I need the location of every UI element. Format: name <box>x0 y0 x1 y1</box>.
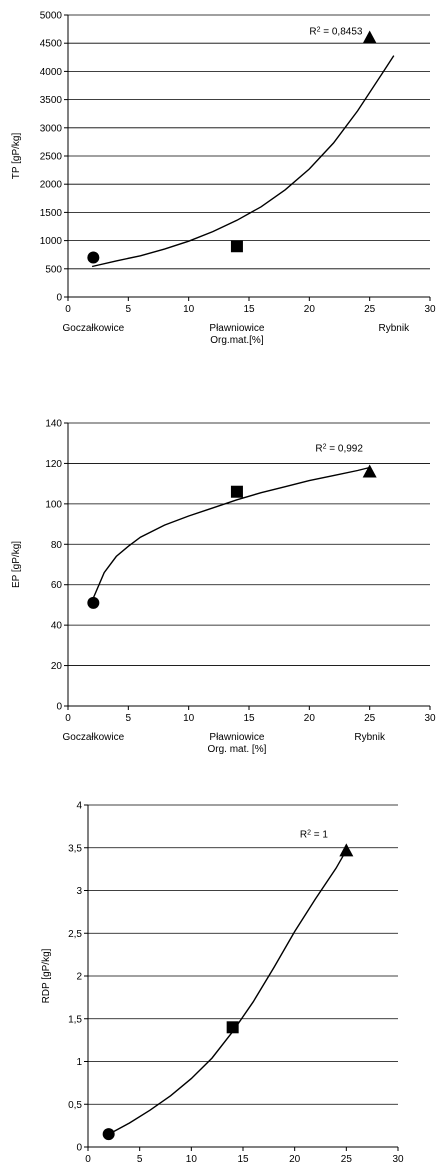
data-point-circle <box>87 596 100 609</box>
x-tick-label: 5 <box>137 1154 143 1165</box>
x-tick-label: 25 <box>364 713 376 724</box>
data-point-circle <box>102 1128 115 1141</box>
chart-2: 0 20 40 60 80 100 120 140 0 5 10 15 20 25 30 EP [gP/kg]… <box>11 419 436 756</box>
y-tick-label: 3 <box>76 886 82 897</box>
y-tick-label: 500 <box>45 264 62 275</box>
r-squared-label: R2 = 0,8453 <box>309 26 363 38</box>
y-tick-label: 2500 <box>40 152 63 163</box>
trendline <box>108 849 347 1135</box>
y-tick-label: 120 <box>45 459 62 470</box>
y-tick-label: 5000 <box>40 11 63 22</box>
y-tick-label: 3,5 <box>68 843 82 854</box>
x-tick-label: 25 <box>364 304 376 315</box>
chart-1: 0 500 1000 1500 2000 2500 3000 3500 4000 4500 5000… <box>11 11 436 347</box>
y-tick-label: 20 <box>51 661 63 672</box>
x-tick-label: 20 <box>289 1154 301 1165</box>
r-squared-label: R2 = 1 <box>300 829 329 841</box>
x-axis-label: Org. mat. [%] <box>207 744 266 755</box>
x-tick-label: 30 <box>424 713 436 724</box>
y-tick-label: 1500 <box>40 208 63 219</box>
data-point-square <box>230 485 243 498</box>
data-point-square <box>226 1021 239 1034</box>
chart-3: 0 0,5 1 1,5 2 2,5 3 3,5 4 0 5 10 15 20 25 30 RDP [gP/kg]… <box>41 801 404 1166</box>
x-tick-label: 5 <box>126 713 132 724</box>
x-tick-label: 30 <box>424 304 436 315</box>
y-tick-label: 60 <box>51 580 63 591</box>
x-tick-label: 15 <box>237 1154 249 1165</box>
x-tick-label: 0 <box>65 713 71 724</box>
y-tick-label: 80 <box>51 540 63 551</box>
r-squared-label: R2 = 0,992 <box>315 443 363 455</box>
y-tick-label: 4000 <box>40 67 63 78</box>
data-point-triangle <box>362 30 377 44</box>
data-point-square <box>230 240 243 253</box>
data-point-circle <box>87 251 100 264</box>
x-tick-label: 0 <box>85 1154 91 1165</box>
x-tick-label: 5 <box>126 304 132 315</box>
y-tick-label: 0,5 <box>68 1100 82 1111</box>
data-point-triangle <box>362 464 377 478</box>
y-tick-label: 2000 <box>40 180 63 191</box>
y-axis-label: EP [gP/kg] <box>11 541 22 588</box>
x-tick-label: 10 <box>186 1154 198 1165</box>
y-tick-label: 3500 <box>40 95 63 106</box>
site-label: Goczałkowice <box>62 323 124 334</box>
x-tick-label: 20 <box>304 713 316 724</box>
y-tick-label: 0 <box>76 1143 82 1154</box>
y-tick-label: 2,5 <box>68 929 82 940</box>
trendline <box>91 55 395 268</box>
site-label: Pławniowice <box>209 732 264 743</box>
data-point-triangle <box>339 843 354 857</box>
x-tick-label: 15 <box>243 713 255 724</box>
site-label: Goczałkowice <box>62 732 124 743</box>
y-axis-label: RDP [gP/kg] <box>41 948 52 1003</box>
y-tick-label: 0 <box>56 702 62 713</box>
x-tick-label: 10 <box>183 304 195 315</box>
y-tick-label: 40 <box>51 621 63 632</box>
site-label: Rybnik <box>379 323 411 334</box>
y-tick-label: 4500 <box>40 39 63 50</box>
x-tick-label: 10 <box>183 713 195 724</box>
y-tick-label: 100 <box>45 499 62 510</box>
y-tick-label: 2 <box>76 972 82 983</box>
x-tick-label: 15 <box>243 304 255 315</box>
x-tick-label: 25 <box>341 1154 353 1165</box>
x-axis-label: Org.mat.[%] <box>210 335 264 346</box>
site-label: Rybnik <box>354 732 386 743</box>
site-label: Pławniowice <box>209 323 264 334</box>
x-tick-label: 0 <box>65 304 71 315</box>
y-tick-label: 4 <box>76 801 82 812</box>
y-tick-label: 3000 <box>40 123 63 134</box>
x-tick-label: 30 <box>392 1154 404 1165</box>
y-tick-label: 1 <box>76 1057 82 1068</box>
y-tick-label: 1,5 <box>68 1014 82 1025</box>
x-tick-label: 20 <box>304 304 316 315</box>
trendline <box>91 466 370 602</box>
y-tick-label: 0 <box>56 293 62 304</box>
y-tick-label: 1000 <box>40 236 63 247</box>
y-tick-label: 140 <box>45 419 62 430</box>
y-axis-label: TP [gP/kg] <box>11 133 22 180</box>
